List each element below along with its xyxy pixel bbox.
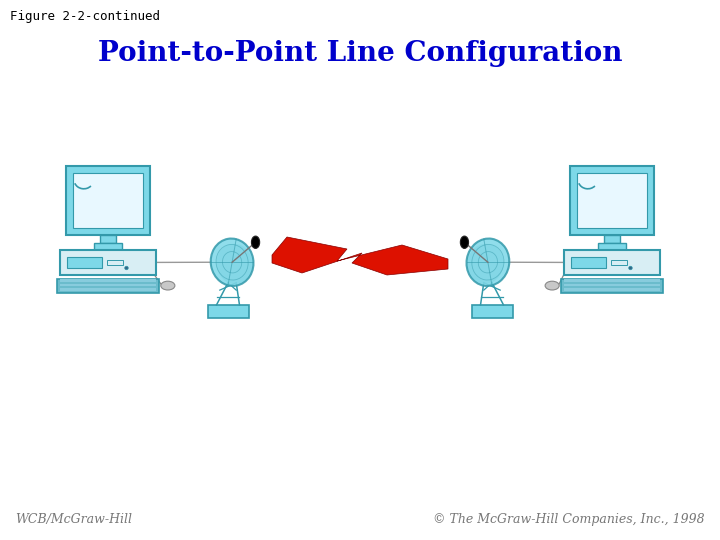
Ellipse shape — [467, 239, 509, 286]
Ellipse shape — [467, 244, 503, 284]
Text: Point-to-Point Line Configuration: Point-to-Point Line Configuration — [98, 40, 622, 67]
Bar — [207, 305, 248, 318]
Ellipse shape — [125, 266, 128, 270]
Ellipse shape — [629, 266, 632, 270]
Ellipse shape — [460, 236, 469, 248]
Text: WCB/McGraw-Hill: WCB/McGraw-Hill — [15, 513, 132, 526]
Ellipse shape — [161, 281, 175, 290]
Bar — [107, 260, 123, 265]
Ellipse shape — [251, 236, 260, 248]
Text: Figure 2-2-continued: Figure 2-2-continued — [10, 10, 160, 23]
Polygon shape — [272, 237, 448, 275]
Bar — [564, 288, 660, 291]
Bar — [564, 284, 660, 287]
Bar — [60, 279, 156, 282]
Bar — [562, 279, 662, 293]
Ellipse shape — [217, 244, 253, 284]
Bar — [611, 260, 627, 265]
Bar — [598, 244, 626, 252]
Ellipse shape — [545, 281, 559, 290]
Bar — [604, 234, 620, 244]
Bar — [67, 258, 102, 268]
Bar — [60, 284, 156, 287]
Bar — [94, 244, 122, 252]
Bar — [100, 234, 116, 244]
Bar — [564, 279, 660, 282]
Bar — [60, 288, 156, 291]
Bar — [472, 305, 513, 318]
Bar — [571, 258, 606, 268]
Ellipse shape — [211, 239, 253, 286]
Bar — [73, 173, 143, 227]
Text: © The McGraw-Hill Companies, Inc., 1998: © The McGraw-Hill Companies, Inc., 1998 — [433, 513, 705, 526]
Bar — [58, 279, 158, 293]
Bar — [60, 251, 156, 275]
Bar — [564, 251, 660, 275]
Bar — [577, 173, 647, 227]
Bar — [570, 166, 654, 234]
Bar — [66, 166, 150, 234]
